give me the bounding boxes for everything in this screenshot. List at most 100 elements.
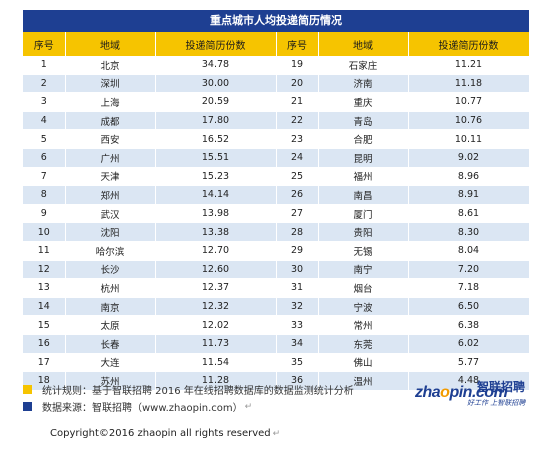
zhaopin-logo: 智联招聘 zhaopin.com 好工作 上智联招聘 bbox=[415, 376, 540, 416]
legend-source-text: 数据来源：智联招聘（www.zhaopin.com） bbox=[42, 403, 243, 414]
table-row: 16 长春 11.73 34 东莞 6.02 bbox=[23, 334, 530, 354]
cell-count: 11.21 bbox=[408, 56, 530, 75]
cell-count: 12.60 bbox=[155, 260, 277, 280]
header-rank: 序号 bbox=[276, 32, 319, 56]
cell-rank: 14 bbox=[23, 297, 66, 317]
table-row: 3 上海 20.59 21 重庆 10.77 bbox=[23, 92, 530, 112]
cell-count: 4.48 bbox=[408, 371, 530, 391]
header-rank: 序号 bbox=[23, 32, 66, 56]
cell-rank: 26 bbox=[276, 185, 319, 205]
cell-count: 9.02 bbox=[408, 148, 530, 168]
cell-count: 6.02 bbox=[408, 334, 530, 354]
cell-count: 34.78 bbox=[155, 56, 277, 75]
header-count: 投递简历份数 bbox=[408, 32, 530, 56]
cell-rank: 35 bbox=[276, 353, 319, 373]
cell-rank: 20 bbox=[276, 74, 319, 94]
cell-rank: 32 bbox=[276, 297, 319, 317]
cell-count: 14.14 bbox=[155, 185, 277, 205]
cell-rank: 12 bbox=[23, 260, 66, 280]
cell-city: 郑州 bbox=[65, 185, 156, 205]
cell-count: 15.23 bbox=[155, 167, 277, 187]
cell-count: 10.11 bbox=[408, 129, 530, 149]
legend-rule-text: 统计规则：基于智联招聘 2016 年在线招聘数据库的数据监测统计分析 bbox=[42, 386, 354, 397]
cell-rank: 27 bbox=[276, 204, 319, 224]
cell-count: 10.77 bbox=[408, 92, 530, 112]
cell-city: 南京 bbox=[65, 297, 156, 317]
cell-rank: 19 bbox=[276, 56, 319, 75]
header-count: 投递简历份数 bbox=[155, 32, 277, 56]
table-row: 9 武汉 13.98 27 厦门 8.61 bbox=[23, 204, 530, 224]
table-row: 2 深圳 30.00 20 济南 11.18 bbox=[23, 74, 530, 94]
cell-count: 6.38 bbox=[408, 315, 530, 335]
header-city: 地域 bbox=[65, 32, 156, 56]
cell-city: 福州 bbox=[318, 167, 409, 187]
table-row: 1 北京 34.78 19 石家庄 11.21 bbox=[23, 56, 530, 75]
cell-count: 30.00 bbox=[155, 74, 277, 94]
cell-city: 上海 bbox=[65, 92, 156, 112]
cell-count: 10.76 bbox=[408, 111, 530, 131]
table-row: 18 苏州 11.28 36 温州 4.48 bbox=[23, 371, 530, 391]
cell-rank: 8 bbox=[23, 185, 66, 205]
table-body: 1 北京 34.78 19 石家庄 11.21 2 深圳 30.00 20 济南 11.18 3 上海 20… bbox=[23, 56, 530, 391]
cell-count: 8.91 bbox=[408, 185, 530, 205]
cell-city: 重庆 bbox=[318, 92, 409, 112]
cell-rank: 29 bbox=[276, 241, 319, 261]
cell-rank: 18 bbox=[23, 371, 66, 391]
cell-city: 昆明 bbox=[318, 148, 409, 168]
cell-count: 8.30 bbox=[408, 222, 530, 242]
table-row: 11 哈尔滨 12.70 29 无锡 8.04 bbox=[23, 241, 530, 261]
cell-rank: 1 bbox=[23, 56, 66, 75]
table-row: 13 杭州 12.37 31 烟台 7.18 bbox=[23, 278, 530, 298]
cell-count: 12.32 bbox=[155, 297, 277, 317]
cell-city: 无锡 bbox=[318, 241, 409, 261]
table-row: 10 沈阳 13.38 28 贵阳 8.30 bbox=[23, 222, 530, 242]
cell-city: 合肥 bbox=[318, 129, 409, 149]
cell-city: 天津 bbox=[65, 167, 156, 187]
cell-rank: 33 bbox=[276, 315, 319, 335]
cell-rank: 3 bbox=[23, 92, 66, 112]
cell-rank: 15 bbox=[23, 315, 66, 335]
cell-rank: 10 bbox=[23, 222, 66, 242]
cell-rank: 22 bbox=[276, 111, 319, 131]
return-mark: ↵ bbox=[272, 429, 281, 439]
logo-slogan: 好工作 上智联招聘 bbox=[467, 399, 526, 407]
table-row: 5 西安 16.52 23 合肥 10.11 bbox=[23, 129, 530, 149]
cell-city: 广州 bbox=[65, 148, 156, 168]
cell-count: 16.52 bbox=[155, 129, 277, 149]
cell-rank: 7 bbox=[23, 167, 66, 187]
cell-count: 11.18 bbox=[408, 74, 530, 94]
blue-square-icon bbox=[23, 402, 32, 411]
cell-count: 8.61 bbox=[408, 204, 530, 224]
header-city: 地域 bbox=[318, 32, 409, 56]
cell-rank: 13 bbox=[23, 278, 66, 298]
cell-rank: 11 bbox=[23, 241, 66, 261]
cell-count: 11.54 bbox=[155, 353, 277, 373]
cell-count: 6.50 bbox=[408, 297, 530, 317]
table-row: 12 长沙 12.60 30 南宁 7.20 bbox=[23, 260, 530, 280]
cell-count: 17.80 bbox=[155, 111, 277, 131]
cell-rank: 23 bbox=[276, 129, 319, 149]
cell-rank: 24 bbox=[276, 148, 319, 168]
cell-rank: 4 bbox=[23, 111, 66, 131]
cell-count: 7.20 bbox=[408, 260, 530, 280]
table-row: 7 天津 15.23 25 福州 8.96 bbox=[23, 167, 530, 187]
cell-city: 苏州 bbox=[65, 371, 156, 391]
cell-city: 长沙 bbox=[65, 260, 156, 280]
cell-city: 太原 bbox=[65, 315, 156, 335]
cell-city: 北京 bbox=[65, 56, 156, 75]
cell-count: 12.37 bbox=[155, 278, 277, 298]
cell-count: 11.28 bbox=[155, 371, 277, 391]
cell-city: 厦门 bbox=[318, 204, 409, 224]
cell-city: 温州 bbox=[318, 371, 409, 391]
cell-count: 13.98 bbox=[155, 204, 277, 224]
cell-city: 大连 bbox=[65, 353, 156, 373]
cell-rank: 6 bbox=[23, 148, 66, 168]
copyright-text: Copyright©2016 zhaopin all rights reserv… bbox=[50, 428, 281, 439]
cell-city: 石家庄 bbox=[318, 56, 409, 75]
legend: 统计规则：基于智联招聘 2016 年在线招聘数据库的数据监测统计分析 数据来源：… bbox=[23, 381, 354, 415]
table-row: 14 南京 12.32 32 宁波 6.50 bbox=[23, 297, 530, 317]
cell-city: 南昌 bbox=[318, 185, 409, 205]
logo-chinese-name: 智联招聘 bbox=[477, 380, 526, 394]
legend-source-row: 数据来源：智联招聘（www.zhaopin.com） ↵ bbox=[23, 398, 354, 415]
table-title: 重点城市人均投递简历情况 bbox=[23, 10, 529, 32]
